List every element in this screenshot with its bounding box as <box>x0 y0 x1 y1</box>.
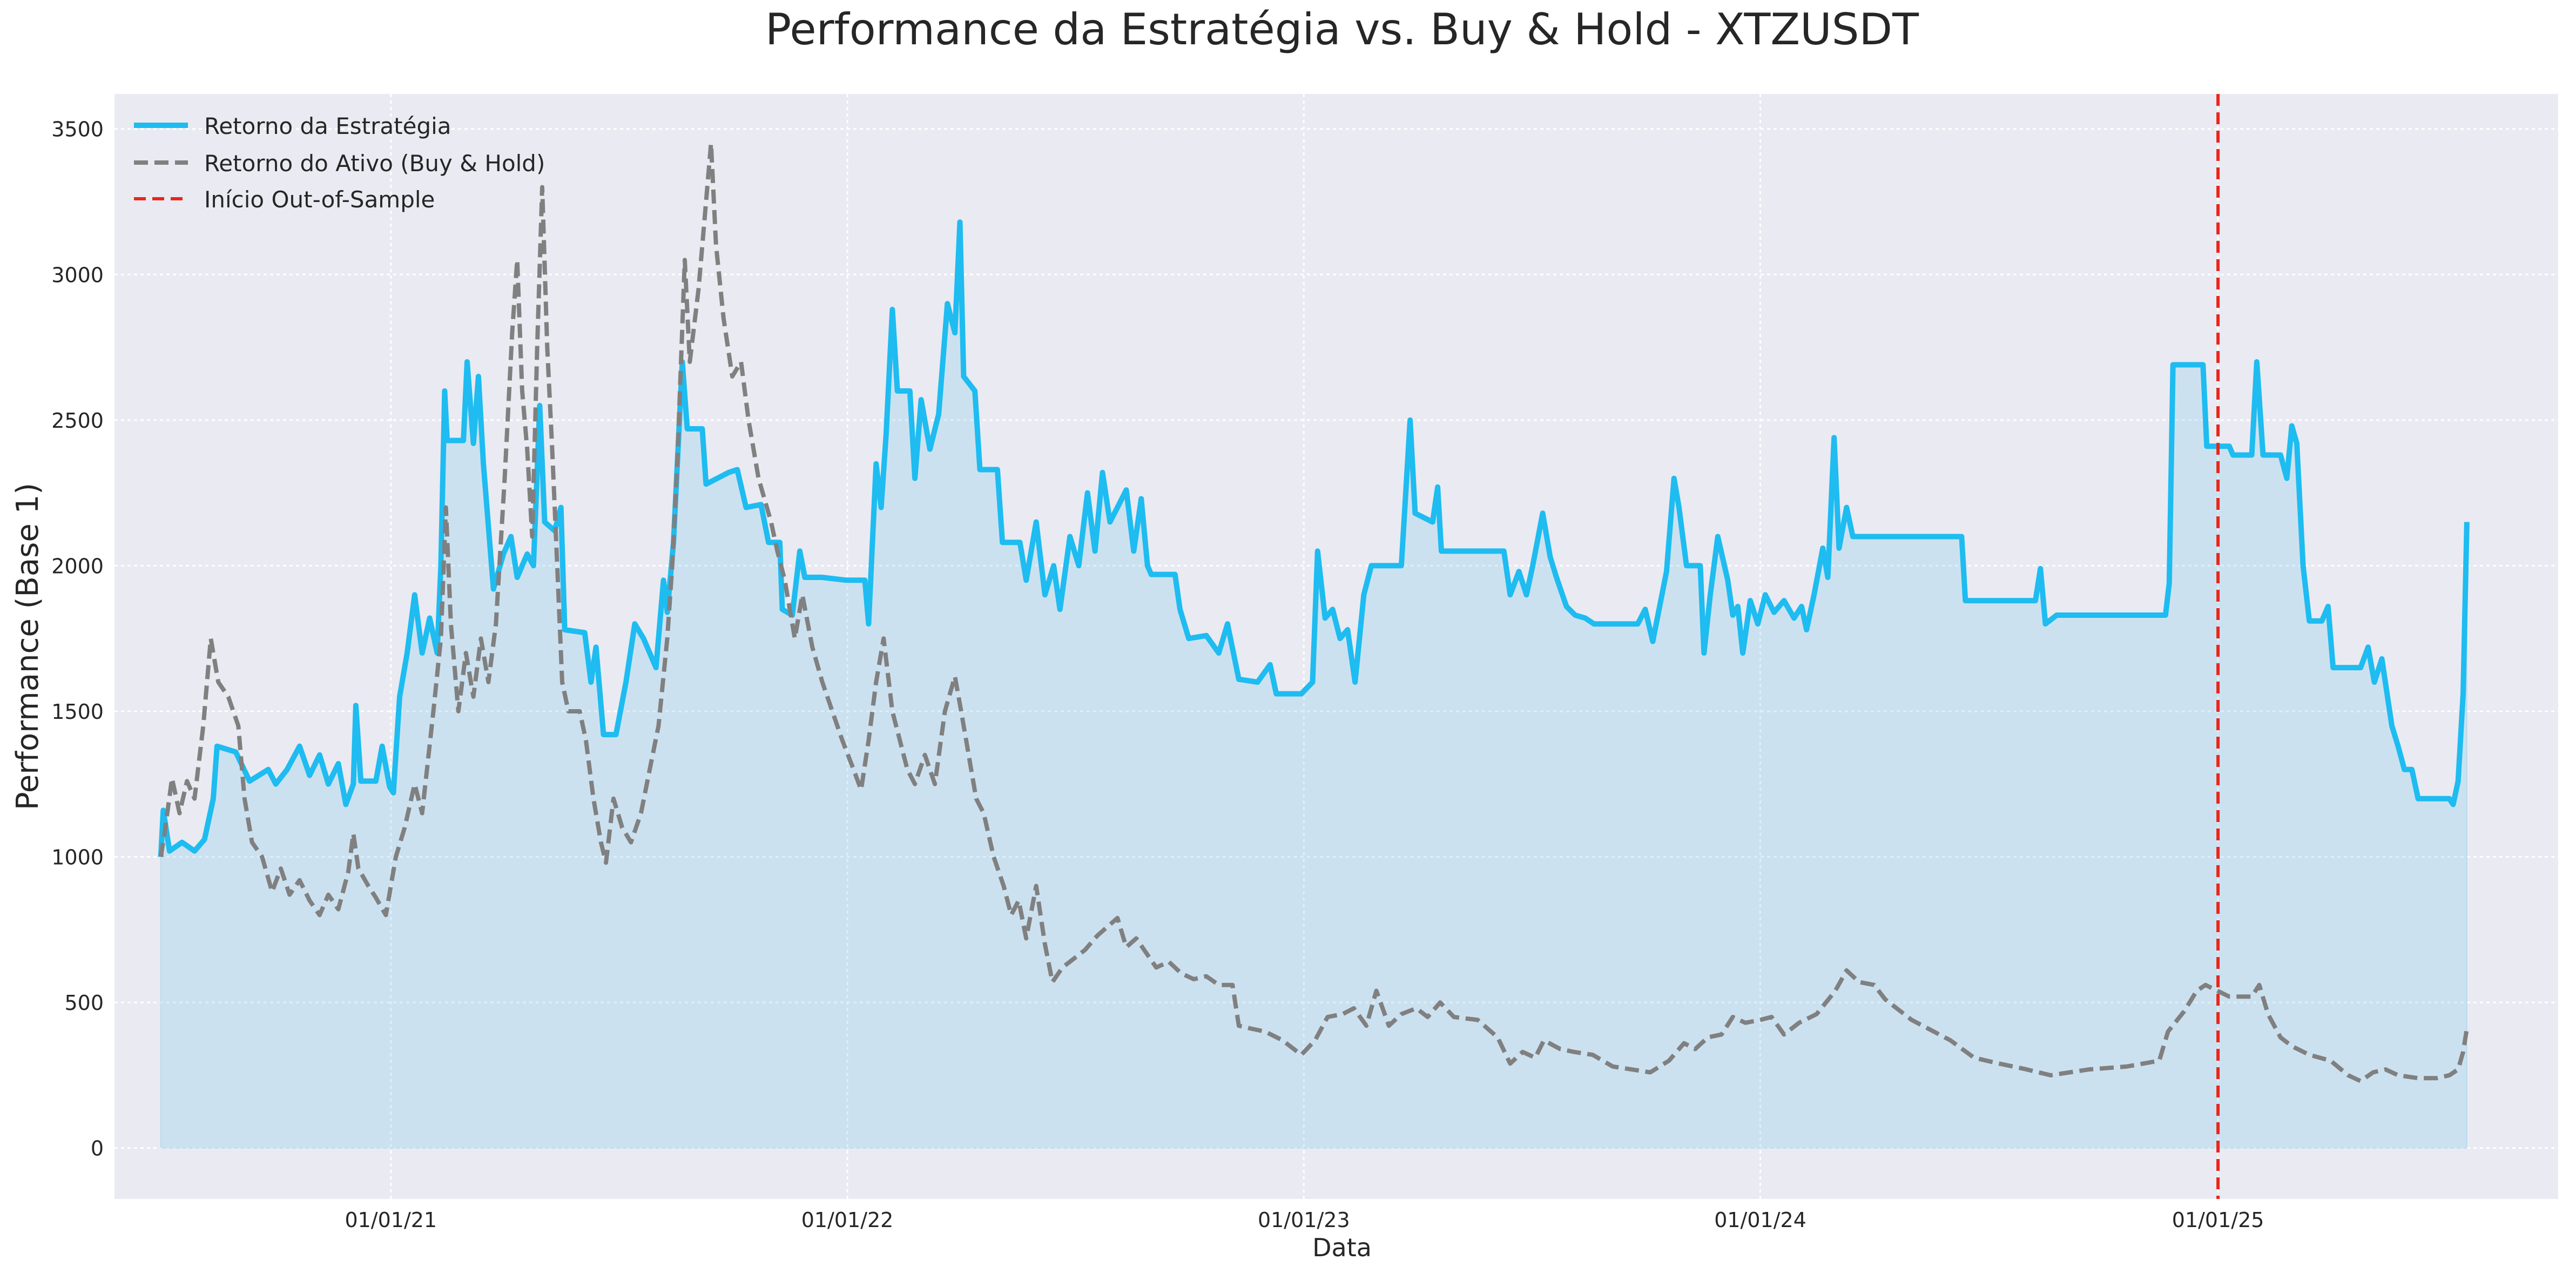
x-tick-label: 01/01/24 <box>1714 1208 1806 1232</box>
y-tick-label: 2500 <box>51 409 104 433</box>
legend-label-out-of-sample: Início Out-of-Sample <box>204 186 435 213</box>
buy-hold-line <box>158 141 2469 1083</box>
x-tick-label: 01/01/25 <box>2172 1208 2264 1232</box>
chart-title: Performance da Estratégia vs. Buy & Hold… <box>765 4 1919 55</box>
x-tick-label: 01/01/22 <box>801 1208 894 1232</box>
x-tick-labels: 01/01/21 01/01/22 01/01/23 01/01/24 01/01/25 <box>345 1208 2264 1232</box>
strategy-line <box>158 219 2470 857</box>
y-tick-label: 3500 <box>51 118 104 142</box>
y-tick-label: 2000 <box>51 554 104 578</box>
series-layer <box>158 141 2470 1083</box>
y-tick-labels: 0 500 1000 1500 2000 2500 3000 3500 <box>51 118 104 1161</box>
y-tick-label: 1000 <box>51 846 104 870</box>
legend: Retorno da Estratégia Retorno do Ativo (… <box>134 113 545 213</box>
x-tick-label: 01/01/23 <box>1258 1208 1350 1232</box>
legend-label-buy-hold: Retorno do Ativo (Buy & Hold) <box>204 150 545 177</box>
y-tick-label: 0 <box>91 1137 104 1161</box>
x-tick-label: 01/01/21 <box>345 1208 437 1232</box>
y-tick-label: 500 <box>64 991 104 1015</box>
y-tick-label: 1500 <box>51 700 104 724</box>
y-tick-label: 3000 <box>51 263 104 287</box>
y-axis-label: Performance (Base 1) <box>10 483 45 810</box>
legend-label-strategy: Retorno da Estratégia <box>204 113 451 139</box>
x-axis-label: Data <box>1312 1233 1372 1262</box>
